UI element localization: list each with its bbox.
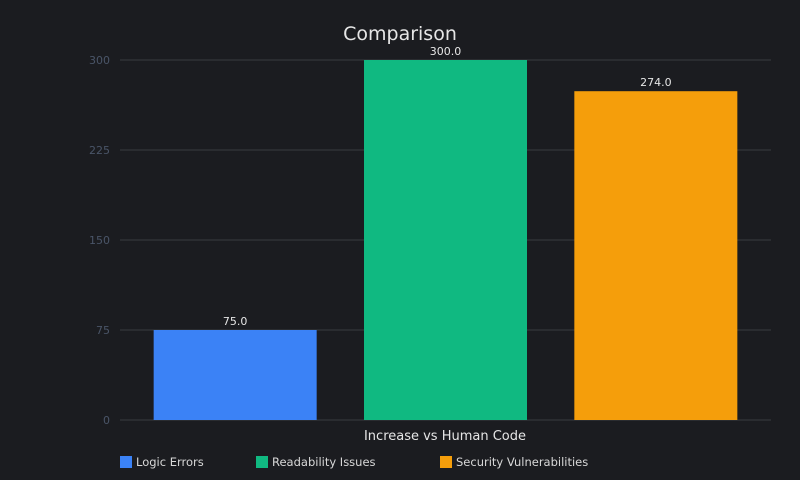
legend-swatch-security-vulnerabilities bbox=[440, 456, 452, 468]
y-tick-label-75: 75 bbox=[96, 324, 110, 337]
legend-label-logic-errors: Logic Errors bbox=[136, 455, 204, 469]
chart-title: Comparison bbox=[343, 23, 457, 45]
bar-value-labels: 75.0 300.0 274.0 bbox=[223, 45, 672, 328]
bar-readability-issues bbox=[363, 60, 528, 420]
legend-swatch-readability-issues bbox=[256, 456, 268, 468]
y-tick-label-150: 150 bbox=[89, 234, 110, 247]
x-axis-label: Increase vs Human Code bbox=[364, 429, 526, 444]
y-tick-label-0: 0 bbox=[103, 414, 110, 427]
bar-value-label-logic-errors: 75.0 bbox=[223, 315, 248, 328]
y-tick-label-300: 300 bbox=[89, 54, 110, 67]
legend-label-security-vulnerabilities: Security Vulnerabilities bbox=[456, 455, 588, 469]
bar-value-label-security-vulnerabilities: 274.0 bbox=[640, 76, 672, 89]
bar-logic-errors bbox=[153, 330, 317, 420]
legend-swatch-logic-errors bbox=[120, 456, 132, 468]
bar-security-vulnerabilities bbox=[574, 91, 738, 420]
y-axis-ticks: 0 75 150 225 300 bbox=[89, 54, 110, 427]
y-tick-label-225: 225 bbox=[89, 144, 110, 157]
bar-value-label-readability-issues: 300.0 bbox=[430, 45, 462, 58]
bars bbox=[153, 60, 738, 420]
legend: Logic Errors Readability Issues Security V… bbox=[120, 455, 588, 469]
legend-label-readability-issues: Readability Issues bbox=[272, 455, 376, 469]
